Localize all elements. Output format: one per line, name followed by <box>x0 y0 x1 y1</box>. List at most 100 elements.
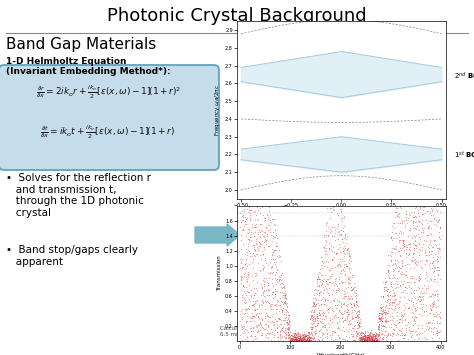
Point <box>255 211 263 216</box>
Point <box>247 202 255 208</box>
Point <box>346 261 353 266</box>
Point <box>434 199 441 204</box>
Point <box>263 241 270 246</box>
Point <box>378 325 385 331</box>
Point <box>433 327 440 333</box>
Point <box>421 210 428 215</box>
Point <box>328 328 336 334</box>
Point <box>328 305 336 311</box>
Point <box>378 337 385 342</box>
Point <box>353 313 361 318</box>
Point <box>237 322 245 328</box>
Point <box>255 310 263 316</box>
Point <box>293 337 301 342</box>
Point <box>355 324 363 329</box>
Point <box>265 275 273 281</box>
Point <box>418 225 426 231</box>
Point <box>417 193 425 199</box>
Point <box>383 299 391 305</box>
Point <box>372 337 380 343</box>
Point <box>417 264 424 270</box>
Point <box>337 250 344 255</box>
Point <box>285 332 293 337</box>
Point <box>366 334 374 339</box>
Point <box>255 239 263 245</box>
Point <box>340 293 348 299</box>
Point <box>287 338 294 343</box>
Point <box>425 224 432 230</box>
Point <box>404 241 411 247</box>
Point <box>238 327 246 332</box>
Point <box>337 303 345 309</box>
Point <box>370 337 378 343</box>
Point <box>387 258 395 263</box>
Point <box>336 262 343 268</box>
Point <box>243 327 251 333</box>
Point <box>370 333 378 338</box>
Point <box>335 335 342 341</box>
Point <box>239 226 246 231</box>
Point <box>411 260 419 266</box>
Point <box>288 332 295 338</box>
Point <box>273 325 281 331</box>
Point <box>297 336 305 342</box>
Point <box>250 293 258 298</box>
Point <box>249 325 257 331</box>
Point <box>282 296 289 301</box>
Point <box>242 284 250 290</box>
Point <box>374 333 382 338</box>
Point <box>296 336 304 342</box>
Point <box>281 315 289 321</box>
Point <box>289 337 297 342</box>
Text: $1^{st}$ BG: $1^{st}$ BG <box>454 149 474 160</box>
Point <box>406 320 413 326</box>
Point <box>423 321 430 326</box>
Point <box>339 266 346 271</box>
Point <box>284 324 292 330</box>
Point <box>305 334 313 340</box>
Point <box>379 294 387 300</box>
Point <box>302 333 310 339</box>
Point <box>373 335 381 340</box>
Point <box>263 202 270 207</box>
Point <box>334 320 341 326</box>
Point <box>315 290 323 296</box>
Point <box>257 332 264 337</box>
Point <box>389 281 396 287</box>
Point <box>310 313 318 319</box>
Point <box>382 334 390 340</box>
Point <box>310 308 318 314</box>
Point <box>353 328 361 334</box>
Point <box>318 273 326 278</box>
Point <box>431 257 438 262</box>
Point <box>430 222 438 227</box>
Point <box>330 329 337 335</box>
Point <box>295 337 302 343</box>
Point <box>365 337 373 343</box>
Point <box>351 280 358 285</box>
Point <box>327 205 334 211</box>
Point <box>331 298 338 304</box>
Point <box>423 232 430 237</box>
Point <box>375 312 383 317</box>
Point <box>335 223 342 229</box>
Point <box>315 284 323 289</box>
Point <box>297 334 304 340</box>
Point <box>326 317 333 323</box>
Point <box>394 259 402 265</box>
Point <box>345 257 353 263</box>
Point <box>339 319 347 325</box>
Point <box>251 195 258 200</box>
Point <box>384 268 392 274</box>
Point <box>338 315 346 320</box>
Point <box>420 237 428 243</box>
Point <box>383 318 390 324</box>
Point <box>378 328 385 334</box>
Point <box>280 293 287 298</box>
Point <box>294 329 301 335</box>
Point <box>256 243 264 248</box>
Point <box>348 274 356 280</box>
Point <box>405 304 412 310</box>
Point <box>323 297 331 302</box>
Point <box>390 266 397 271</box>
